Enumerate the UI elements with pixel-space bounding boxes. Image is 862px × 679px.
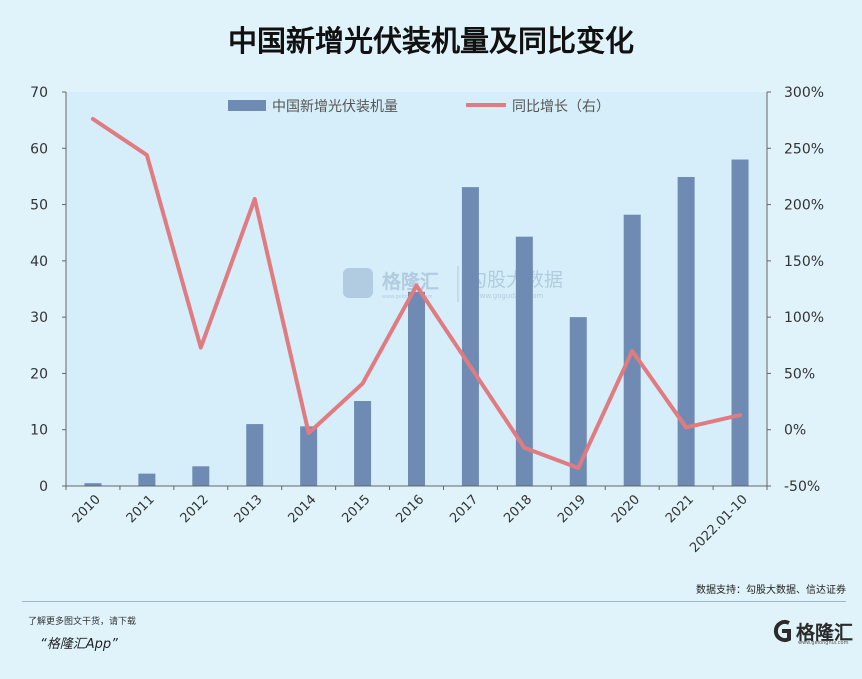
brand-logo-icon: [773, 620, 791, 642]
brand-domain: www.gelonghui.com: [798, 640, 849, 646]
y-left-tick-label: 30: [30, 310, 48, 326]
brand-name: 格隆汇: [796, 622, 854, 644]
y-right-tick-label: -50%: [784, 479, 820, 495]
y-left-tick-label: 70: [30, 85, 48, 101]
watermark: 格隆汇 www.gelonghui.com 勾股大数据 www.gogudata…: [343, 266, 563, 302]
bar: [138, 473, 156, 486]
growth-point: [415, 284, 418, 288]
bar: [246, 424, 264, 486]
x-tick-label: 2015: [339, 492, 373, 526]
y-left-tick-label: 40: [30, 254, 48, 270]
x-tick-label: 2012: [178, 492, 212, 526]
y-left-tick-label: 20: [30, 366, 48, 382]
y-right-tick-label: 200%: [784, 198, 824, 214]
bar: [461, 187, 479, 486]
bar: [192, 466, 210, 486]
footer-promo-text: 了解更多图文干货，请下载: [28, 617, 137, 627]
growth-point: [253, 197, 257, 201]
watermark-name: 勾股大数据: [468, 269, 563, 291]
bar: [84, 483, 102, 486]
y-right-tick-label: 300%: [784, 85, 824, 101]
growth-point: [630, 349, 634, 353]
x-tick-label: 2017: [447, 492, 481, 526]
page-title: 中国新增光伏装机量及同比变化: [227, 24, 634, 58]
x-tick-label: 2021: [663, 492, 697, 526]
y-left-tick-label: 10: [30, 423, 48, 439]
growth-point: [684, 425, 688, 429]
growth-point: [307, 431, 311, 435]
bar-series: [84, 159, 749, 487]
y-left-tick-label: 0: [39, 479, 48, 495]
watermark-brand-domain: www.gelonghui.com: [382, 294, 433, 300]
watermark-domain: www.gogudata.com: [474, 292, 543, 300]
x-tick-label: 2020: [609, 492, 643, 526]
growth-point: [738, 413, 742, 417]
growth-point: [361, 382, 365, 386]
y-left-tick-label: 60: [30, 141, 48, 157]
legend-bar-label: 中国新增光伏装机量: [272, 99, 398, 115]
bar: [515, 236, 533, 486]
growth-point: [576, 466, 580, 470]
bar: [408, 291, 425, 486]
bar: [354, 401, 372, 486]
line-series: [90, 117, 743, 470]
bar: [677, 176, 695, 486]
y-right-tick-label: 50%: [784, 366, 815, 382]
x-tick-label: 2016: [393, 492, 427, 526]
growth-point: [522, 446, 526, 450]
legend-bar-swatch: [228, 100, 266, 111]
growth-point: [91, 117, 95, 121]
footer-app-name: “格隆汇App”: [40, 637, 118, 652]
bar: [300, 426, 318, 486]
growth-point: [199, 346, 203, 350]
legend-line-label: 同比增长（右）: [512, 99, 610, 115]
y-right-tick-label: 100%: [784, 310, 824, 326]
y-right-tick-label: 150%: [784, 254, 824, 270]
footer-divider: [22, 601, 846, 602]
x-tick-label: 2019: [555, 492, 589, 526]
y-left-tick-label: 50: [30, 198, 48, 214]
watermark-brand: 格隆汇: [382, 270, 439, 293]
x-tick-label: 2022.01-10: [687, 492, 751, 556]
y-right-tick-label: 0%: [784, 423, 806, 439]
x-tick-label: 2013: [232, 492, 266, 526]
source-note: 数据支持：勾股大数据、信达证券: [696, 585, 846, 596]
bar: [569, 317, 587, 486]
watermark-logo-icon: [343, 268, 373, 298]
growth-point: [468, 365, 472, 369]
x-tick-label: 2014: [285, 492, 319, 526]
x-tick-label: 2010: [70, 492, 104, 526]
x-tick-label: 2018: [501, 492, 535, 526]
chart: 格隆汇 www.gelonghui.com 勾股大数据 www.gogudata…: [30, 85, 824, 556]
bar: [731, 159, 749, 487]
legend: 中国新增光伏装机量 同比增长（右）: [228, 99, 610, 115]
y-right-tick-label: 250%: [784, 141, 824, 157]
x-tick-label: 2011: [124, 492, 158, 526]
growth-point: [145, 153, 149, 157]
